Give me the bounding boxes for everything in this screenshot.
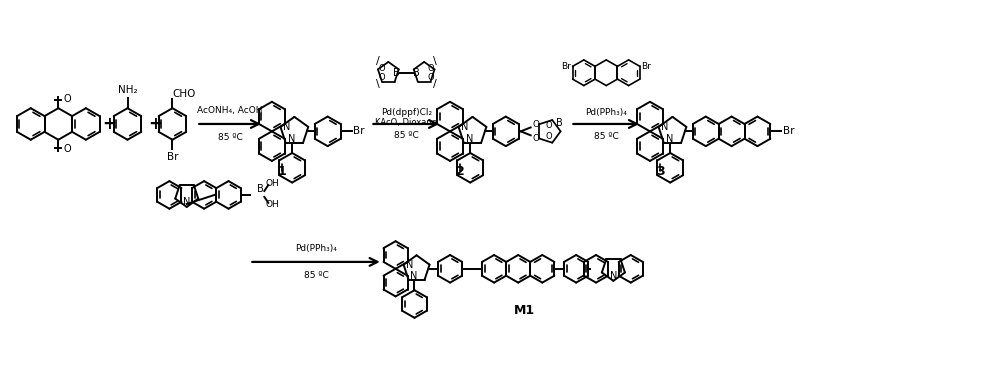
Text: N: N xyxy=(661,122,669,132)
Text: /: / xyxy=(433,79,437,88)
Text: Br: Br xyxy=(561,62,571,71)
Text: N: N xyxy=(288,134,295,144)
Text: \: \ xyxy=(433,56,437,66)
Text: O: O xyxy=(427,64,434,73)
Text: 85 ºC: 85 ºC xyxy=(304,271,328,280)
Text: O: O xyxy=(63,144,71,153)
Text: AcONH₄, AcOH: AcONH₄, AcOH xyxy=(197,106,263,115)
Text: \: \ xyxy=(376,79,379,88)
Text: O: O xyxy=(532,134,539,143)
Text: Br: Br xyxy=(642,62,651,71)
Text: NH₂: NH₂ xyxy=(118,85,137,96)
Text: KAcO, Dioxane: KAcO, Dioxane xyxy=(375,118,437,127)
Text: 1: 1 xyxy=(278,165,287,178)
Text: N: N xyxy=(410,271,417,281)
Text: B: B xyxy=(556,118,563,128)
Text: Br: Br xyxy=(783,126,794,136)
Text: CHO: CHO xyxy=(173,90,196,99)
Text: N: N xyxy=(283,122,291,132)
Text: N: N xyxy=(610,271,617,281)
Text: O: O xyxy=(378,64,385,73)
Text: B: B xyxy=(257,184,264,194)
Text: N: N xyxy=(666,134,673,144)
Text: O: O xyxy=(63,94,71,104)
Text: O: O xyxy=(378,73,385,82)
Text: O: O xyxy=(427,73,434,82)
Text: Pd(dppf)Cl₂: Pd(dppf)Cl₂ xyxy=(381,108,432,117)
Text: +: + xyxy=(148,115,162,133)
Text: 2: 2 xyxy=(456,165,465,178)
Text: Pd(PPh₃)₄: Pd(PPh₃)₄ xyxy=(295,243,337,253)
Text: M1: M1 xyxy=(514,304,535,317)
Text: 85 ºC: 85 ºC xyxy=(594,132,619,141)
Text: 85 ºC: 85 ºC xyxy=(218,133,243,142)
Text: N: N xyxy=(461,122,469,132)
Text: /: / xyxy=(376,56,379,66)
Text: O: O xyxy=(545,132,552,141)
Text: B: B xyxy=(393,68,399,78)
Text: O: O xyxy=(532,120,539,129)
Text: O: O xyxy=(545,121,552,130)
Text: OH: OH xyxy=(265,178,279,187)
Text: +: + xyxy=(103,115,117,133)
Text: Pd(PPh₃)₄: Pd(PPh₃)₄ xyxy=(585,108,627,117)
Text: N: N xyxy=(466,134,473,144)
Text: B: B xyxy=(413,68,420,78)
Text: OH: OH xyxy=(265,200,279,209)
Text: Br: Br xyxy=(353,126,364,136)
Text: N: N xyxy=(183,197,190,207)
Text: N: N xyxy=(406,260,413,270)
Text: 85 ºC: 85 ºC xyxy=(394,131,419,140)
Text: Br: Br xyxy=(167,152,178,163)
Text: 3: 3 xyxy=(656,165,665,178)
